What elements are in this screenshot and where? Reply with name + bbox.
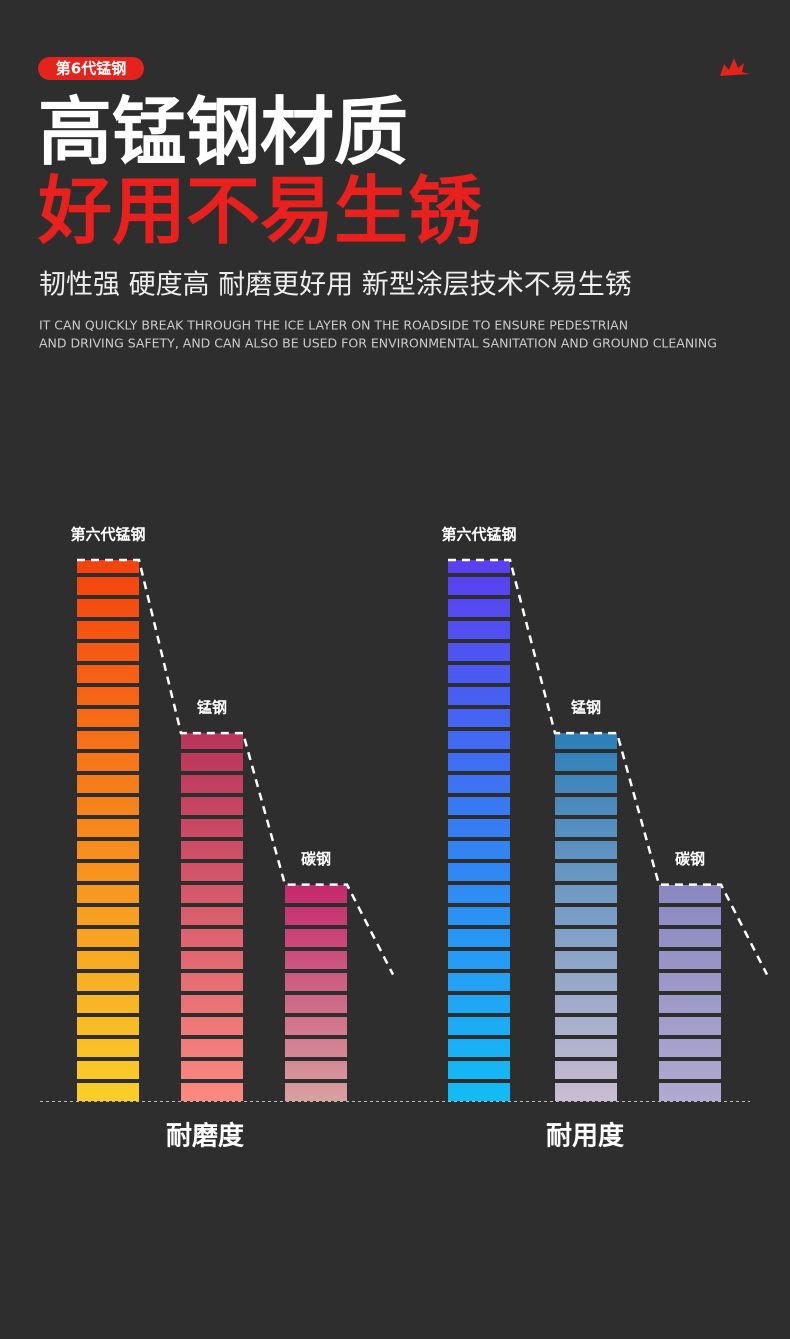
title-line1: 高锰钢材质 (38, 90, 408, 176)
bar (77, 560, 139, 1101)
badge: 第6代锰钢 (56, 60, 126, 78)
bar (448, 560, 510, 1101)
category-label: 锰钢 (197, 699, 227, 717)
subtitle: 韧性强 硬度高 耐磨更好用 新型涂层技术不易生锈 (39, 270, 632, 301)
category-label: 第六代锰钢 (441, 526, 516, 544)
description: IT CAN QUICKLY BREAK THROUGH THE ICE LAY… (39, 318, 628, 333)
bar (659, 884, 721, 1101)
x-axis-label: 耐用度 (546, 1121, 624, 1152)
bar (285, 884, 347, 1101)
category-label: 碳钢 (675, 850, 705, 868)
logo-icon (720, 58, 750, 76)
x-axis-label: 耐磨度 (166, 1121, 244, 1152)
trend-line (448, 558, 769, 976)
category-label: 锰钢 (571, 699, 601, 717)
category-label: 第六代锰钢 (70, 526, 145, 544)
bar (555, 733, 617, 1101)
badge-bg (38, 57, 144, 80)
bar (181, 733, 243, 1101)
title-line2: 好用不易生锈 (37, 169, 482, 255)
category-label: 碳钢 (301, 850, 331, 868)
description: AND DRIVING SAFETY, AND CAN ALSO BE USED… (39, 336, 717, 351)
trend-line (77, 558, 395, 976)
